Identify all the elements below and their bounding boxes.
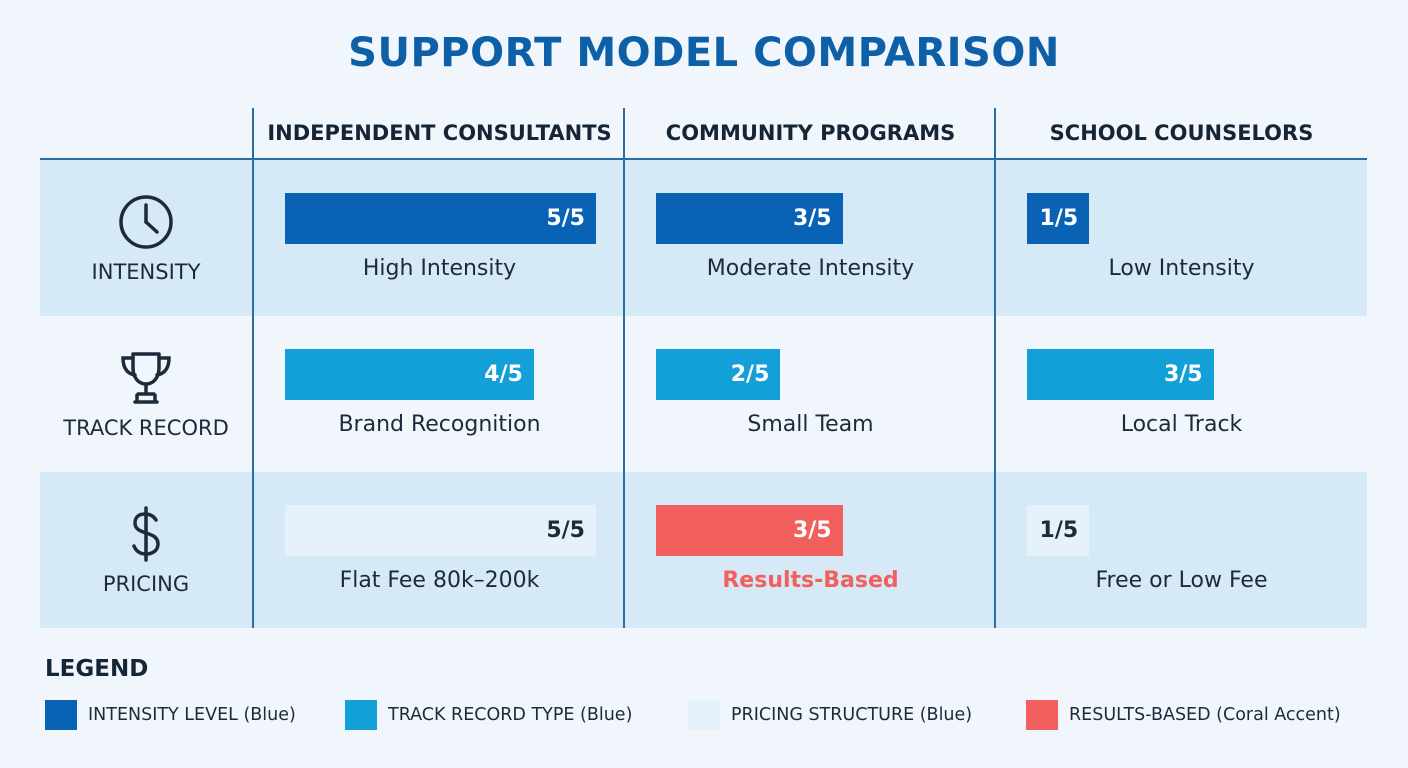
column-divider-1 xyxy=(252,108,254,628)
cell-track-record-school-counselors: 3/5 Local Track xyxy=(996,316,1367,472)
legend-item-pricing: PRICING STRUCTURE (Blue) xyxy=(688,699,972,731)
row-label-text: PRICING xyxy=(102,572,190,596)
cell-pricing-school-counselors: 1/5 Free or Low Fee xyxy=(996,472,1367,628)
row-label-track-record: TRACK RECORD xyxy=(40,316,252,472)
cell-label: Local Track xyxy=(1120,412,1243,437)
cell-label: Results-Based xyxy=(722,568,899,593)
cell-label: Brand Recognition xyxy=(338,412,541,437)
score-bar: 3/5 xyxy=(656,505,843,556)
legend-swatch-track-record xyxy=(345,700,377,730)
column-header-school-counselors: SCHOOL COUNSELORS xyxy=(1049,121,1314,145)
score-label: 3/5 xyxy=(792,518,832,543)
cell-pricing-community-programs: 3/5 Results-Based xyxy=(625,472,996,628)
score-label: 3/5 xyxy=(792,206,832,231)
row-label-pricing: PRICING xyxy=(40,472,252,628)
legend-label-results-based: RESULTS-BASED (Coral Accent) xyxy=(1069,705,1341,725)
score-bar: 1/5 xyxy=(1027,505,1090,556)
score-label: 4/5 xyxy=(484,362,523,387)
legend: INTENSITY LEVEL (Blue) TRACK RECORD TYPE… xyxy=(45,699,1375,731)
cell-track-record-independent-consultants: 4/5 Brand Recognition xyxy=(254,316,625,472)
legend-title: LEGEND xyxy=(45,656,149,682)
cell-label: High Intensity xyxy=(362,256,517,281)
legend-item-results-based: RESULTS-BASED (Coral Accent) xyxy=(1026,699,1341,731)
column-header-independent-consultants: INDEPENDENT CONSULTANTS xyxy=(267,121,612,145)
score-bar: 3/5 xyxy=(1027,349,1214,400)
cell-pricing-independent-consultants: 5/5 Flat Fee 80k–200k xyxy=(254,472,625,628)
column-divider-2 xyxy=(623,108,625,628)
cell-label: Small Team xyxy=(747,412,874,437)
row-label-intensity: INTENSITY xyxy=(40,160,252,316)
legend-swatch-results-based xyxy=(1026,700,1058,730)
cell-label: Moderate Intensity xyxy=(706,256,915,281)
legend-swatch-intensity xyxy=(45,700,77,730)
score-bar: 4/5 xyxy=(285,349,534,400)
score-label: 3/5 xyxy=(1163,362,1203,387)
row-label-text: INTENSITY xyxy=(91,260,201,284)
cell-track-record-community-programs: 2/5 Small Team xyxy=(625,316,996,472)
legend-item-intensity: INTENSITY LEVEL (Blue) xyxy=(45,699,296,731)
column-header-community-programs: COMMUNITY PROGRAMS xyxy=(665,121,956,145)
score-label: 1/5 xyxy=(1039,206,1079,231)
comparison-table: INDEPENDENT CONSULTANTS COMMUNITY PROGRA… xyxy=(40,108,1367,628)
clock-icon xyxy=(116,192,176,252)
score-bar: 2/5 xyxy=(656,349,781,400)
cell-intensity-community-programs: 3/5 Moderate Intensity xyxy=(625,160,996,316)
column-divider-3 xyxy=(994,108,996,628)
cell-label: Flat Fee 80k–200k xyxy=(339,568,540,593)
score-label: 2/5 xyxy=(730,362,770,387)
score-bar: 5/5 xyxy=(285,193,596,244)
cell-intensity-school-counselors: 1/5 Low Intensity xyxy=(996,160,1367,316)
legend-item-track-record: TRACK RECORD TYPE (Blue) xyxy=(345,699,632,731)
chart-title: SUPPORT MODEL COMPARISON xyxy=(348,30,1060,76)
row-label-text: TRACK RECORD xyxy=(63,416,229,440)
cell-intensity-independent-consultants: 5/5 High Intensity xyxy=(254,160,625,316)
legend-label-pricing: PRICING STRUCTURE (Blue) xyxy=(731,705,973,725)
score-label: 1/5 xyxy=(1039,518,1079,543)
score-bar: 1/5 xyxy=(1027,193,1090,244)
score-bar: 5/5 xyxy=(285,505,596,556)
trophy-icon xyxy=(116,348,176,408)
score-label: 5/5 xyxy=(546,518,585,543)
cell-label: Low Intensity xyxy=(1108,256,1255,281)
cell-label: Free or Low Fee xyxy=(1095,568,1268,593)
legend-label-track-record: TRACK RECORD TYPE (Blue) xyxy=(388,705,633,725)
dollar-icon xyxy=(116,504,176,564)
score-label: 5/5 xyxy=(546,206,585,231)
header-divider xyxy=(40,158,1367,160)
legend-label-intensity: INTENSITY LEVEL (Blue) xyxy=(88,705,296,725)
legend-swatch-pricing xyxy=(688,700,720,730)
score-bar: 3/5 xyxy=(656,193,843,244)
